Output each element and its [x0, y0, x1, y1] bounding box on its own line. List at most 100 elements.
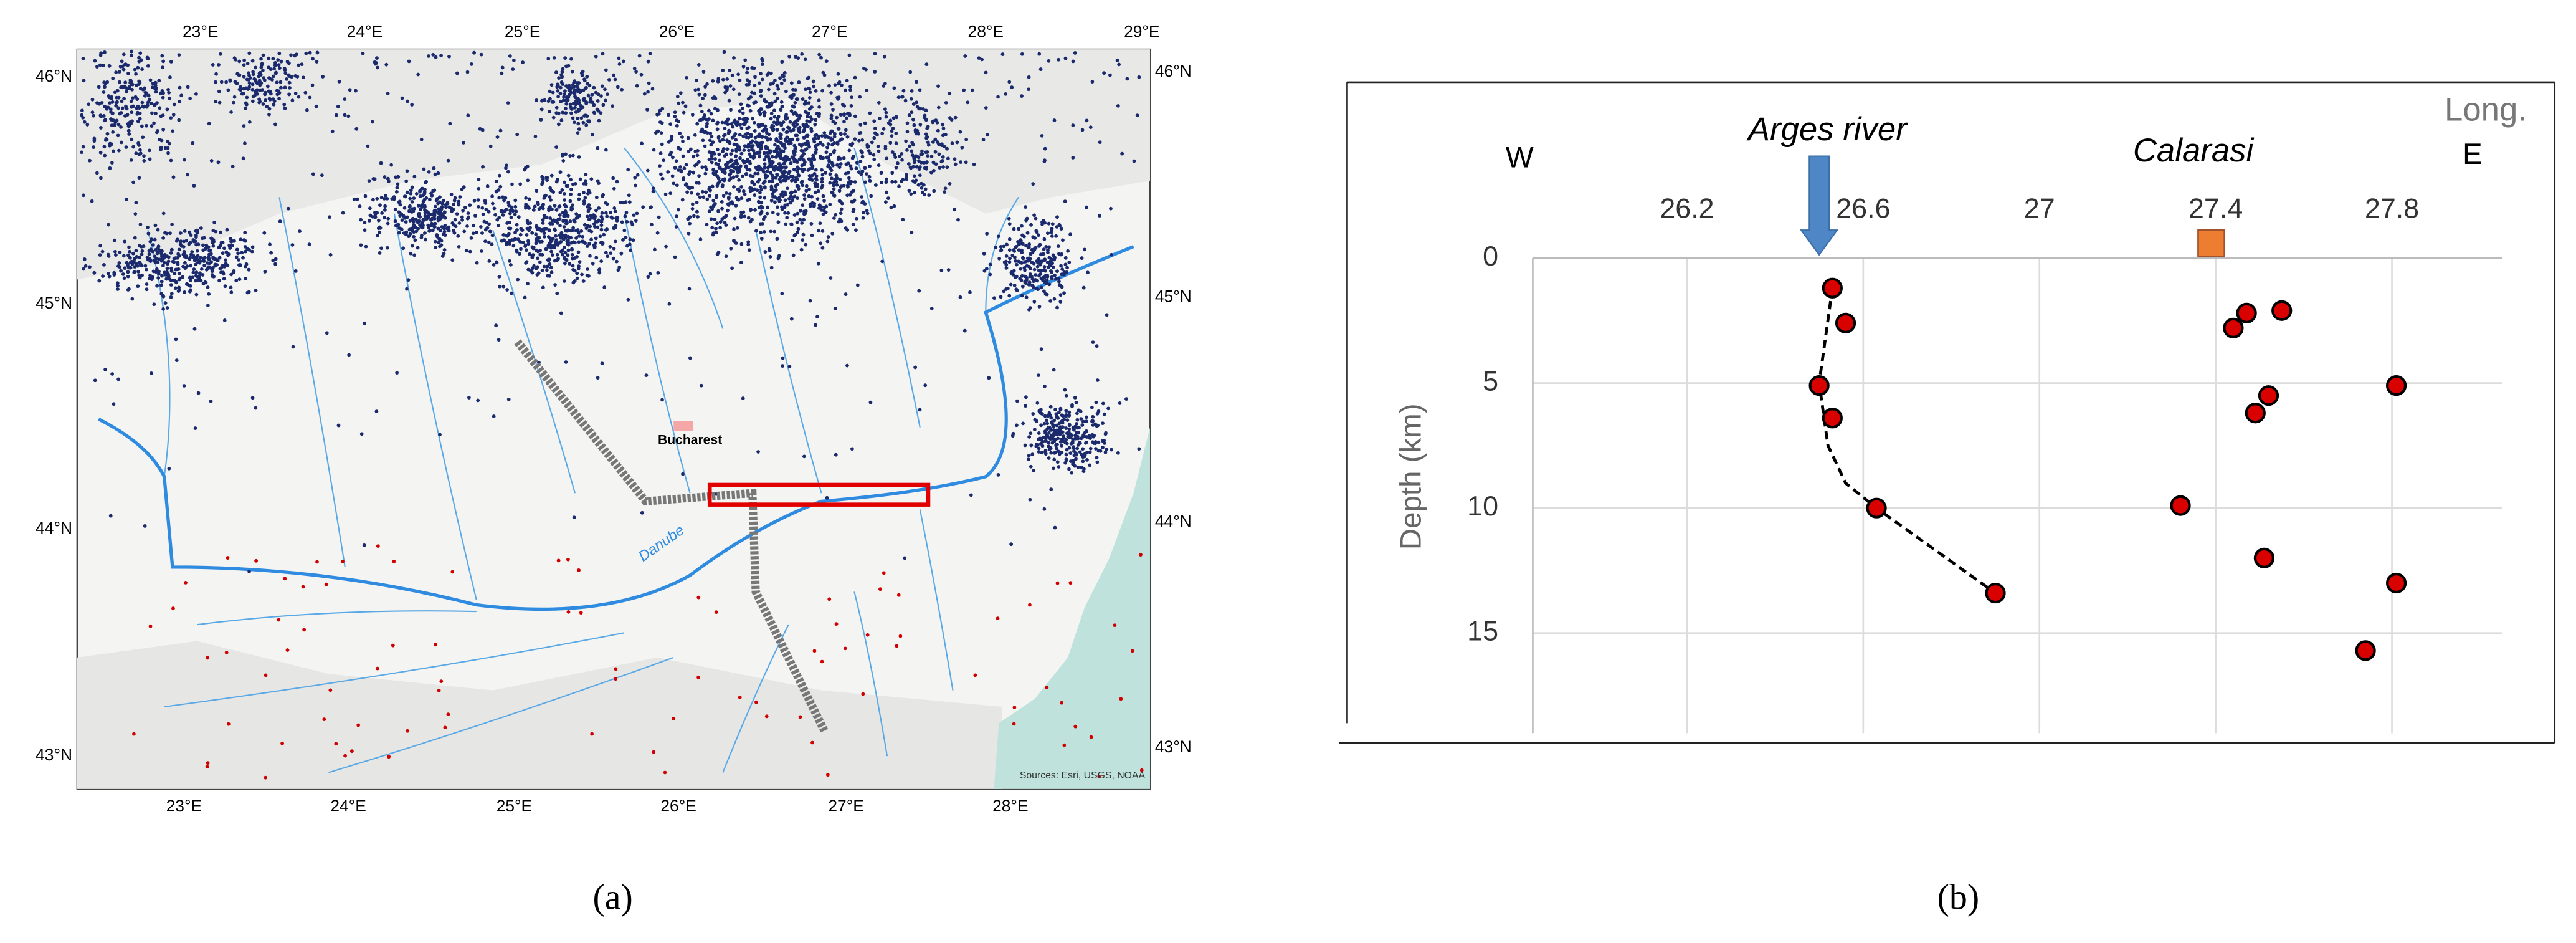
quake-dot [820, 180, 824, 184]
quake-dot [801, 97, 805, 101]
quake-dot [242, 63, 246, 67]
quake-dot [130, 49, 133, 54]
quake-dot [948, 116, 952, 120]
quake-dot [778, 76, 782, 80]
quake-dot [308, 50, 312, 55]
annotation-arrow [1800, 155, 1839, 256]
quake-dot [406, 278, 411, 282]
quake-dot [901, 89, 906, 93]
quake-dot [958, 130, 962, 134]
quake-dot [533, 135, 538, 138]
quake-dot [446, 712, 450, 717]
quake-dot [615, 85, 620, 89]
quake-dot [675, 95, 680, 99]
quake-dot [725, 165, 729, 169]
quake-dot [504, 166, 508, 170]
quake-dot [464, 249, 468, 253]
quake-dot [535, 248, 538, 252]
quake-dot [845, 116, 848, 120]
quake-dot [710, 154, 714, 158]
quake-dot [755, 151, 759, 155]
quake-dot [490, 201, 495, 206]
quake-dot [842, 113, 846, 117]
credits: Sources: Esri, USGS, NOAA [1020, 770, 1146, 781]
quake-dot [923, 115, 927, 120]
quake-dot [363, 194, 368, 198]
quake-dot [726, 131, 731, 135]
quake-dot [575, 276, 579, 280]
quake-dot [771, 179, 774, 183]
quake-dot [201, 248, 206, 252]
quake-dot [747, 248, 751, 252]
quake-dot [767, 87, 771, 92]
quake-dot [1052, 424, 1056, 428]
quake-dot [559, 100, 563, 103]
quake-dot [574, 236, 579, 240]
quake-dot [898, 634, 903, 638]
quake-dot [759, 145, 763, 149]
quake-dot [602, 285, 607, 289]
quake-dot [206, 304, 210, 307]
quake-dot [156, 261, 160, 264]
quake-dot [221, 241, 225, 245]
quake-dot [417, 211, 422, 216]
quake-dot [419, 208, 423, 211]
quake-dot [245, 290, 250, 295]
quake-dot [446, 158, 450, 163]
quake-dot [779, 136, 783, 140]
quake-dot [652, 247, 657, 252]
quake-dot [411, 216, 415, 221]
quake-dot [754, 140, 758, 145]
quake-dot [152, 121, 156, 125]
quake-dot [283, 71, 288, 75]
quake-dot [912, 174, 916, 178]
quake-dot [367, 179, 371, 183]
quake-dot [1023, 268, 1027, 272]
quake-dot [696, 192, 700, 196]
quake-dot [1007, 248, 1012, 252]
quake-dot [980, 57, 984, 62]
quake-dot [1032, 213, 1036, 218]
quake-dot [228, 237, 232, 241]
quake-dot [130, 119, 134, 123]
quake-dot [448, 122, 452, 126]
quake-dot [884, 115, 888, 119]
quake-dot [409, 251, 413, 256]
quake-dot [735, 123, 739, 127]
annotation: Calarasi [2133, 132, 2255, 169]
quake-dot [501, 195, 505, 199]
quake-dot [566, 610, 571, 614]
quake-dot [471, 231, 475, 236]
quake-dot [1083, 431, 1087, 435]
quake-dot [548, 240, 553, 244]
quake-dot [788, 120, 792, 124]
quake-dot [766, 137, 771, 141]
quake-dot [973, 673, 977, 677]
quake-dot [548, 110, 552, 114]
quake-dot [804, 101, 809, 105]
quake-dot [825, 239, 830, 244]
quake-dot [277, 66, 282, 70]
quake-dot [1137, 447, 1141, 451]
quake-dot [563, 204, 568, 209]
quake-dot [1047, 431, 1051, 435]
quake-dot [1037, 257, 1041, 261]
quake-dot [493, 213, 497, 217]
quake-dot [83, 264, 88, 268]
quake-dot [812, 171, 817, 176]
quake-dot [738, 148, 742, 152]
quake-dot [544, 268, 549, 272]
quake-dot [791, 195, 795, 199]
quake-dot [268, 242, 272, 247]
quake-dot [807, 194, 811, 198]
quake-dot [1034, 216, 1038, 221]
quake-dot [1081, 285, 1086, 290]
quake-dot [1050, 441, 1055, 445]
quake-dot [500, 65, 505, 70]
quake-dot [261, 102, 265, 106]
quake-dot [465, 216, 470, 221]
quake-dot [558, 92, 563, 95]
quake-dot [901, 218, 905, 222]
quake-dot [169, 247, 174, 252]
quake-dot [490, 194, 494, 198]
